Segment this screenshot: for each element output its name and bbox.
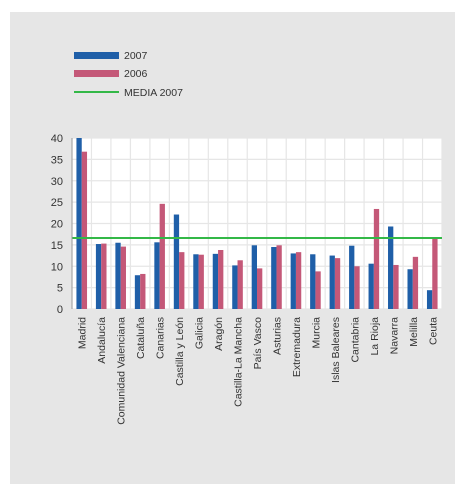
bar-2006 xyxy=(81,151,88,309)
bar-2007 xyxy=(154,242,160,309)
y-tick-label: 15 xyxy=(51,240,63,252)
legend-label-2006: 2006 xyxy=(124,68,148,80)
y-tick-label: 0 xyxy=(57,304,63,316)
bar-2007 xyxy=(407,269,413,309)
bar-2006 xyxy=(237,260,243,309)
bar-2006 xyxy=(393,264,399,309)
bar-2007 xyxy=(368,263,374,309)
y-tick-label: 35 xyxy=(51,154,63,166)
y-tick-label: 10 xyxy=(51,261,63,273)
x-tick-label: Andalucía xyxy=(96,317,108,364)
plot-area: 0 5 10 15 20 25 30 35 40 Madrid Andalucía Comunidad… xyxy=(51,133,443,425)
bar-2006 xyxy=(179,252,185,309)
bar-2007 xyxy=(232,265,238,309)
bar-2006 xyxy=(373,208,380,309)
y-tick-label: 20 xyxy=(51,219,63,231)
chart-panel: 2007 2006 MEDIA 2007 0 5 10 15 20 25 30 35 40 Madri… xyxy=(10,12,455,484)
bar-2006 xyxy=(140,273,146,309)
x-tick-label: Galicia xyxy=(194,317,206,349)
x-tick-label: Melilla xyxy=(408,317,420,347)
x-tick-label: Castilla-La Mancha xyxy=(233,317,245,407)
y-tick-label: 40 xyxy=(51,133,63,145)
bar-2007 xyxy=(193,254,199,309)
bar-2007 xyxy=(115,242,121,309)
bar-2006 xyxy=(276,245,282,309)
x-tick-label: Aragón xyxy=(213,317,225,351)
bar-2007 xyxy=(388,226,394,309)
x-tick-label: Ceuta xyxy=(427,317,439,345)
bar-2007 xyxy=(173,214,180,309)
x-tick-label: Islas Baleares xyxy=(330,317,342,383)
legend: 2007 2006 MEDIA 2007 xyxy=(74,50,183,99)
legend-swatch-2006 xyxy=(74,70,119,77)
bar-2006 xyxy=(354,266,360,309)
bar-2006 xyxy=(120,246,126,309)
bar-2007 xyxy=(290,253,296,309)
y-tick-label: 25 xyxy=(51,197,63,209)
x-tick-label: Castilla y León xyxy=(174,317,186,386)
legend-swatch-2007 xyxy=(74,52,119,59)
x-tick-label: Navarra xyxy=(388,317,400,355)
bar-2006 xyxy=(159,203,165,309)
bar-2006 xyxy=(198,254,204,309)
bar-2006 xyxy=(412,256,419,309)
x-tick-label: Cantabria xyxy=(349,317,361,363)
bar-2006 xyxy=(101,243,107,309)
x-tick-label: Canarias xyxy=(155,317,167,359)
x-tick-label: Extremadura xyxy=(291,317,303,377)
bar-2006 xyxy=(295,252,302,309)
legend-label-average: MEDIA 2007 xyxy=(124,87,183,99)
bar-2007 xyxy=(426,290,433,309)
bar-2007 xyxy=(310,254,316,309)
bar-2006 xyxy=(218,250,224,309)
bar-2007 xyxy=(329,255,335,309)
x-tick-label: Cataluña xyxy=(135,317,147,359)
bar-2007 xyxy=(349,245,355,309)
bar-2006 xyxy=(432,238,438,309)
legend-label-2007: 2007 xyxy=(124,50,148,62)
bar-2006 xyxy=(257,268,263,309)
x-tick-label: Madrid xyxy=(77,317,89,349)
bar-2007 xyxy=(212,253,219,309)
bar-2007 xyxy=(271,247,277,309)
bar-2007 xyxy=(95,244,102,309)
bar-2007 xyxy=(134,275,141,309)
bar-2006 xyxy=(334,258,341,309)
bar-chart: 2007 2006 MEDIA 2007 0 5 10 15 20 25 30 35 40 Madri… xyxy=(51,50,443,425)
bar-2007 xyxy=(251,245,257,309)
y-tick-label: 30 xyxy=(51,176,63,188)
x-tick-label: La Rioja xyxy=(369,317,381,356)
x-tick-label: Murcia xyxy=(310,317,322,349)
bar-2006 xyxy=(315,271,321,309)
x-tick-label: Comunidad Valenciana xyxy=(116,317,128,425)
x-tick-label: Asturias xyxy=(271,317,283,355)
x-tick-label: País Vasco xyxy=(252,317,264,369)
y-tick-label: 5 xyxy=(57,283,63,295)
bar-2007 xyxy=(76,138,82,309)
